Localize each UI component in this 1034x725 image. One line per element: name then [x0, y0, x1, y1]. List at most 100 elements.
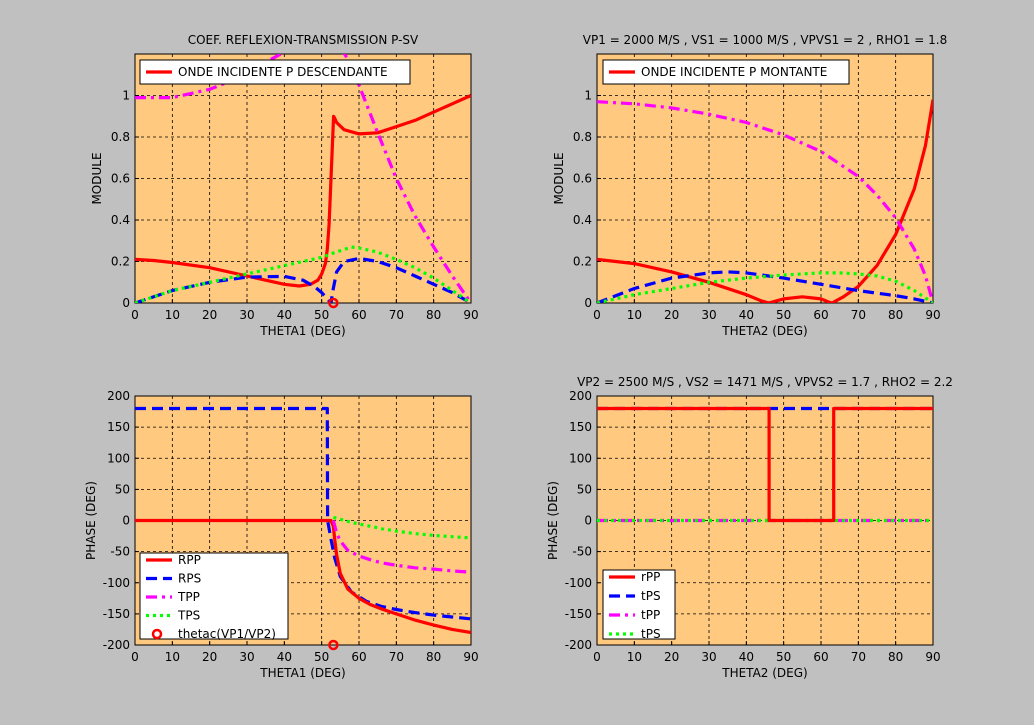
x-axis-label: THETA2 (DEG) — [721, 666, 807, 680]
y-axis-label: PHASE (DEG) — [84, 481, 98, 560]
series-line-3 — [597, 100, 933, 303]
y-tick-label: 100 — [107, 451, 130, 465]
series-line-3 — [135, 54, 471, 303]
chart-4: 0 10 20 30 40 50 60 70 80 90 -200 -150 -100 -50 0 50 100… — [546, 375, 953, 680]
y-tick-label: 0 — [584, 296, 592, 310]
series-line-4 — [332, 515, 471, 540]
x-tick-label: 40 — [277, 308, 292, 322]
x-tick-label: 40 — [277, 650, 292, 664]
y-tick-label: 50 — [115, 482, 130, 496]
x-tick-label: 90 — [925, 308, 940, 322]
y-tick-label: 100 — [569, 451, 592, 465]
x-axis-label: THETA2 (DEG) — [721, 324, 807, 338]
x-tick-label: 50 — [776, 308, 791, 322]
x-tick-label: 10 — [165, 650, 180, 664]
x-tick-label: 80 — [426, 650, 441, 664]
series-line-1 — [597, 99, 933, 303]
x-tick-label: 0 — [131, 308, 139, 322]
chart-2: 0 10 20 30 40 50 60 70 80 90 0 0.2 0.4 0.6 0.8 1 VP1 = 2… — [552, 33, 947, 338]
chart-title: COEF. REFLEXION-TRANSMISSION P-SV — [188, 33, 419, 47]
x-tick-label: 30 — [239, 650, 254, 664]
x-tick-label: 70 — [389, 308, 404, 322]
y-tick-label: 0.4 — [573, 213, 592, 227]
y-tick-label: -150 — [103, 607, 130, 621]
y-tick-label: 0.2 — [573, 255, 592, 269]
series-line-2 — [135, 518, 471, 635]
x-tick-label: 20 — [664, 308, 679, 322]
series-line-4 — [597, 271, 933, 303]
x-tick-label: 80 — [426, 308, 441, 322]
chart-1: 0 10 20 30 40 50 60 70 80 90 0 0.2 0.4 0.6 0.8 1 COEF. R… — [90, 33, 479, 338]
legend: rPP tPS tPP tPS — [602, 569, 676, 641]
critical-angle-marker — [328, 297, 339, 309]
y-tick-label: -200 — [565, 638, 592, 652]
y-tick-label: 0.4 — [111, 213, 130, 227]
x-tick-label: 60 — [813, 308, 828, 322]
critical-angle-marker — [328, 639, 339, 651]
x-tick-label: 0 — [131, 650, 139, 664]
x-tick-label: 10 — [627, 650, 642, 664]
y-tick-label: 200 — [107, 389, 130, 403]
legend-label: TPP — [177, 590, 200, 604]
x-tick-label: 60 — [351, 650, 366, 664]
chart-title: VP1 = 2000 M/S , VS1 = 1000 M/S , VPVS1 … — [583, 33, 947, 47]
y-axis-label: MODULE — [90, 152, 104, 204]
x-tick-label: 10 — [165, 308, 180, 322]
legend-label: tPS — [641, 627, 661, 641]
y-tick-label: 1 — [584, 89, 592, 103]
y-axis-label: PHASE (DEG) — [546, 481, 560, 560]
y-tick-label: 0 — [584, 514, 592, 528]
y-tick-label: -100 — [103, 576, 130, 590]
y-tick-label: -50 — [110, 545, 130, 559]
legend-box — [602, 59, 850, 85]
legend-label: TPS — [177, 609, 200, 623]
x-tick-label: 30 — [239, 308, 254, 322]
y-tick-label: 0.8 — [573, 130, 592, 144]
legend-marker — [151, 628, 163, 640]
x-tick-label: 20 — [202, 650, 217, 664]
x-tick-label: 90 — [925, 650, 940, 664]
x-tick-label: 90 — [463, 308, 478, 322]
y-tick-label: 0 — [122, 514, 130, 528]
y-tick-label: 200 — [569, 389, 592, 403]
legend-label: thetac(VP1/VP2) — [178, 627, 276, 641]
y-tick-label: 50 — [577, 482, 592, 496]
x-tick-label: 80 — [888, 308, 903, 322]
x-tick-label: 70 — [851, 308, 866, 322]
y-tick-label: -150 — [565, 607, 592, 621]
chart-3: 0 10 20 30 40 50 60 70 80 90 -200 -150 -100 -50 0 50 100… — [84, 389, 479, 680]
x-tick-label: 0 — [593, 308, 601, 322]
x-tick-label: 40 — [739, 650, 754, 664]
x-tick-label: 10 — [627, 308, 642, 322]
legend-label: RPS — [178, 572, 201, 586]
x-tick-label: 80 — [888, 650, 903, 664]
x-axis-label: THETA1 (DEG) — [259, 666, 345, 680]
y-tick-label: 1 — [122, 89, 130, 103]
x-tick-label: 30 — [701, 308, 716, 322]
x-tick-label: 60 — [351, 308, 366, 322]
x-tick-label: 40 — [739, 308, 754, 322]
x-tick-label: 0 — [593, 650, 601, 664]
x-tick-label: 50 — [314, 308, 329, 322]
y-tick-label: -200 — [103, 638, 130, 652]
y-tick-label: 0.2 — [111, 255, 130, 269]
series-line-2 — [135, 256, 471, 303]
x-tick-label: 20 — [664, 650, 679, 664]
series-line-4 — [597, 406, 933, 523]
legend-box — [139, 59, 411, 85]
legend-label: RPP — [178, 553, 201, 567]
x-tick-label: 50 — [314, 650, 329, 664]
x-axis-label: THETA1 (DEG) — [259, 324, 345, 338]
x-tick-label: 90 — [463, 650, 478, 664]
y-tick-label: 150 — [107, 420, 130, 434]
x-tick-label: 30 — [701, 650, 716, 664]
legend-label: tPS — [641, 589, 661, 603]
x-tick-label: 60 — [813, 650, 828, 664]
y-tick-label: 0.8 — [111, 130, 130, 144]
series-line-1 — [135, 406, 471, 621]
x-tick-label: 20 — [202, 308, 217, 322]
legend-box — [602, 569, 676, 640]
legend: ONDE INCIDENTE P DESCENDANTE — [139, 59, 411, 85]
y-tick-label: -50 — [572, 545, 592, 559]
